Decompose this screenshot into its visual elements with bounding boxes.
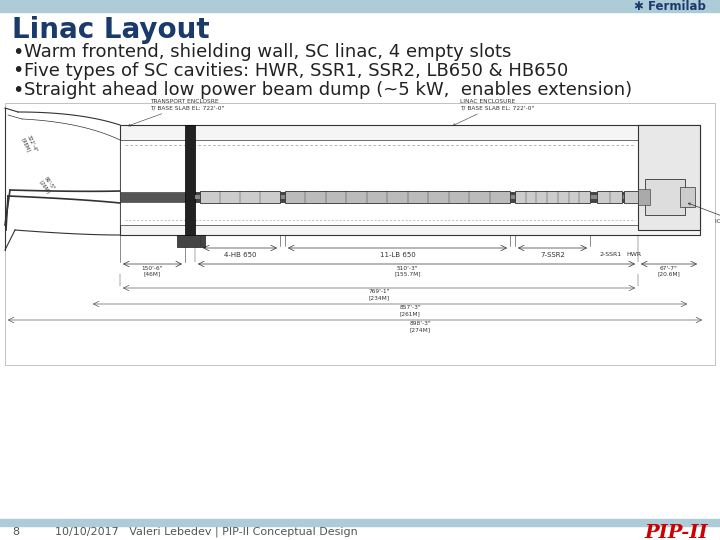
Text: 769'-1": 769'-1" xyxy=(368,289,390,294)
Bar xyxy=(5,103,715,365)
Text: 10/10/2017   Valeri Lebedev | PIP-II Conceptual Design: 10/10/2017 Valeri Lebedev | PIP-II Conce… xyxy=(55,526,358,537)
Text: [261M]: [261M] xyxy=(400,311,420,316)
Bar xyxy=(515,191,590,203)
Text: Straight ahead low power beam dump (~5 kW,  enables extension): Straight ahead low power beam dump (~5 k… xyxy=(24,81,632,99)
Bar xyxy=(120,125,700,235)
Text: Linac Layout: Linac Layout xyxy=(12,16,210,44)
Text: 857'-3": 857'-3" xyxy=(399,305,421,310)
Text: 898'-3": 898'-3" xyxy=(409,321,431,326)
Text: [234M]: [234M] xyxy=(369,295,390,300)
Bar xyxy=(0,519,720,526)
Text: TRANSPORT ENCLOSRE
T/ BASE SLAB EL: 722'-0": TRANSPORT ENCLOSRE T/ BASE SLAB EL: 722'… xyxy=(128,99,225,126)
Text: ION SOURCE(S): ION SOURCE(S) xyxy=(688,203,720,225)
Bar xyxy=(0,0,720,12)
Text: LINAC ENCLOSURE
T/ BASE SLAB EL: 722'-0": LINAC ENCLOSURE T/ BASE SLAB EL: 722'-0" xyxy=(453,99,534,126)
Bar xyxy=(597,191,622,203)
Text: Five types of SC cavities: HWR, SSR1, SSR2, LB650 & HB650: Five types of SC cavities: HWR, SSR1, SS… xyxy=(24,62,568,80)
Text: •: • xyxy=(12,80,23,99)
Bar xyxy=(185,125,195,235)
Text: 510'-3"
[155.7M]: 510'-3" [155.7M] xyxy=(394,266,420,277)
Text: •: • xyxy=(12,62,23,80)
Text: 8: 8 xyxy=(12,527,19,537)
Bar xyxy=(195,192,638,202)
Text: 150'-6"
[46M]: 150'-6" [46M] xyxy=(142,266,163,277)
Bar xyxy=(624,191,638,203)
Bar xyxy=(120,192,185,202)
Text: 86'-5"
[26M]: 86'-5" [26M] xyxy=(38,176,55,194)
Text: ✱ Fermilab: ✱ Fermilab xyxy=(634,0,706,12)
Bar xyxy=(680,187,695,207)
Bar xyxy=(638,189,650,205)
Text: 322'-4"
[98M]: 322'-4" [98M] xyxy=(20,134,37,156)
Text: •: • xyxy=(12,43,23,62)
Bar xyxy=(638,125,700,230)
Bar xyxy=(177,235,205,247)
Text: 7-SSR2: 7-SSR2 xyxy=(540,252,565,258)
Bar xyxy=(195,195,638,199)
Bar xyxy=(200,191,280,203)
Text: Warm frontend, shielding wall, SC linac, 4 empty slots: Warm frontend, shielding wall, SC linac,… xyxy=(24,43,511,61)
Text: 11-LB 650: 11-LB 650 xyxy=(379,252,415,258)
Text: 67'-7"
[20.6M]: 67'-7" [20.6M] xyxy=(657,266,680,277)
Text: PIP-II: PIP-II xyxy=(644,524,708,540)
Bar xyxy=(285,191,510,203)
Text: 2-SSR1: 2-SSR1 xyxy=(599,252,621,257)
Bar xyxy=(645,179,685,215)
Text: HWR: HWR xyxy=(626,252,641,257)
Bar xyxy=(120,140,700,225)
Text: [274M]: [274M] xyxy=(410,327,431,332)
Text: 4-HB 650: 4-HB 650 xyxy=(224,252,256,258)
